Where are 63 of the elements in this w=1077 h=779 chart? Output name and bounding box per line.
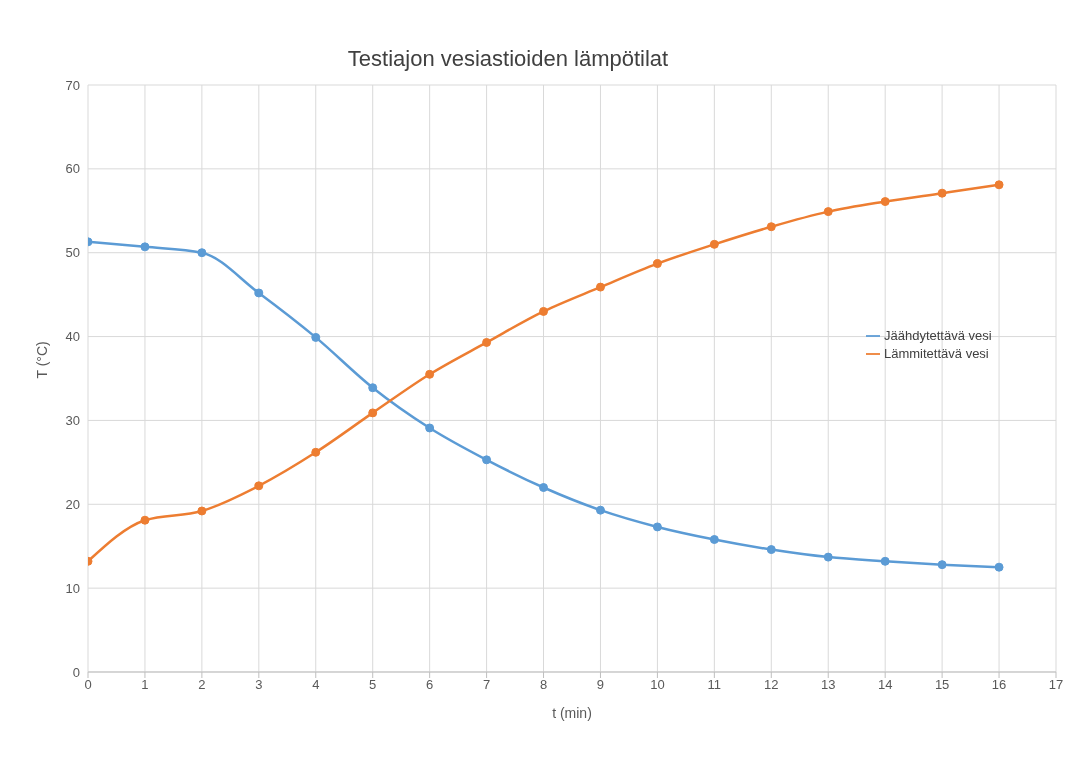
point bbox=[880, 197, 890, 207]
point bbox=[709, 239, 719, 249]
x-tick-label: 10 bbox=[650, 677, 665, 693]
point bbox=[425, 423, 435, 433]
point bbox=[311, 332, 321, 342]
point bbox=[140, 242, 150, 252]
y-tick-label: 40 bbox=[65, 329, 80, 345]
point bbox=[197, 506, 207, 516]
x-tick-label: 12 bbox=[764, 677, 779, 693]
point bbox=[254, 481, 264, 491]
y-tick-label: 0 bbox=[72, 664, 80, 680]
legend-label: Jäähdytettävä vesi bbox=[884, 328, 992, 343]
point bbox=[595, 282, 605, 292]
point bbox=[994, 180, 1004, 190]
x-tick-label: 16 bbox=[991, 677, 1007, 693]
x-tick-label: 5 bbox=[369, 677, 377, 693]
point bbox=[482, 455, 492, 465]
y-tick-label: 10 bbox=[65, 580, 80, 596]
point bbox=[368, 383, 378, 393]
point bbox=[937, 188, 947, 198]
x-tick-label: 8 bbox=[539, 677, 548, 693]
x-tick-label: 11 bbox=[707, 677, 722, 693]
x-tick-label: 2 bbox=[198, 677, 206, 693]
point bbox=[766, 545, 776, 555]
point bbox=[880, 556, 890, 566]
point bbox=[425, 369, 435, 379]
point bbox=[482, 337, 492, 347]
x-tick-label: 15 bbox=[934, 677, 950, 693]
x-tick-label: 6 bbox=[426, 677, 434, 693]
point bbox=[539, 306, 549, 316]
point bbox=[709, 535, 719, 545]
y-tick-label: 50 bbox=[65, 245, 80, 261]
point bbox=[823, 552, 833, 562]
x-tick-label: 17 bbox=[1048, 677, 1064, 693]
x-tick-label: 7 bbox=[482, 677, 491, 693]
point bbox=[197, 248, 207, 258]
y-tick-label: 60 bbox=[65, 161, 80, 177]
point bbox=[595, 505, 605, 515]
point bbox=[766, 222, 776, 232]
y-tick-label: 20 bbox=[65, 496, 80, 512]
legend-label: Lämmitettävä vesi bbox=[884, 346, 989, 361]
point bbox=[368, 408, 378, 418]
x-tick-label: 14 bbox=[877, 677, 893, 693]
y-tick-label: 70 bbox=[65, 77, 80, 93]
x-tick-label: 0 bbox=[84, 677, 92, 693]
point bbox=[539, 483, 549, 493]
point bbox=[652, 259, 662, 269]
point bbox=[254, 288, 264, 298]
x-tick-label: 4 bbox=[312, 677, 320, 693]
point bbox=[823, 207, 833, 217]
y-axis-title: T (°C) bbox=[33, 341, 50, 379]
chart-title: Testiajon vesiastioiden lämpötilat bbox=[346, 46, 670, 72]
point bbox=[652, 522, 662, 532]
point bbox=[140, 515, 150, 525]
point bbox=[311, 447, 321, 457]
x-axis-title: t (min) bbox=[552, 705, 592, 721]
point bbox=[994, 562, 1004, 572]
x-tick-label: 13 bbox=[821, 677, 836, 693]
x-tick-label: 1 bbox=[141, 677, 149, 693]
x-tick-label: 9 bbox=[596, 677, 605, 693]
y-tick-label: 30 bbox=[65, 413, 80, 429]
point bbox=[937, 560, 947, 570]
x-tick-label: 3 bbox=[255, 677, 263, 693]
